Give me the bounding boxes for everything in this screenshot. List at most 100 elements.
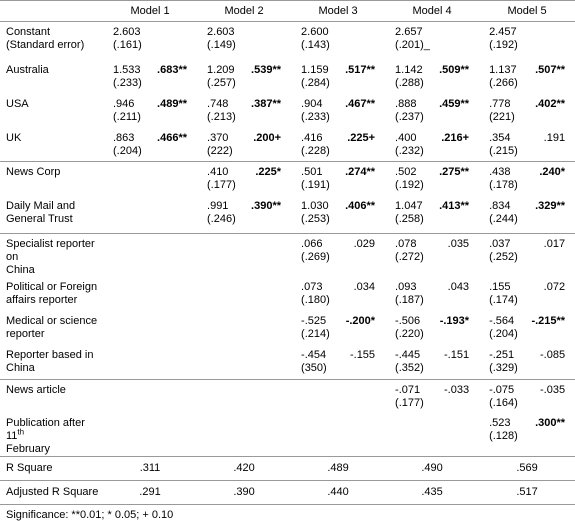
coef-value: .066 (301, 238, 323, 250)
beta-value: .539** (251, 63, 282, 76)
beta-value: .509** (439, 63, 470, 76)
beta-value: .274** (339, 161, 386, 196)
table-row: News Corp .410 (.177) .225* .501 (.191) .274**… (0, 161, 575, 196)
std-error: (.237) (395, 110, 424, 123)
coef-value: .037 (489, 238, 511, 250)
std-error: (.201)_ (395, 39, 430, 51)
row-label: Political or Foreign affairs reporter (0, 277, 103, 311)
row-label: Publication after 11th February (0, 413, 103, 457)
coef-cell: .037 (.252) (479, 233, 528, 277)
summary-value: .435 (385, 480, 480, 505)
summary-value: .569 (479, 456, 575, 481)
coef-value: .501 (301, 166, 323, 178)
table-row: Publication after 11th February .523 (.128)… (0, 413, 575, 457)
coef-cell: 1.047 (.258) (385, 196, 433, 234)
coef-cell: 1.030 (.253) (291, 196, 339, 234)
beta-value: .225+ (347, 131, 376, 144)
summary-row: Adjusted R Square .291.390.440.435.517 (0, 480, 575, 505)
summary-label: R Square (0, 456, 103, 481)
table-row: Political or Foreign affairs reporter .073… (0, 277, 575, 311)
coef-cell (291, 378, 340, 413)
coef-value: -.506 (395, 315, 421, 327)
row-label-line1: News Corp (6, 166, 61, 178)
row-label-line1: UK (6, 131, 22, 144)
beta-value: .240* (527, 161, 575, 196)
table-row: Australia 1.533 (.233) .683** 1.209 (.257) .53… (0, 60, 575, 94)
std-error: (350) (301, 362, 327, 374)
coef-value: .093 (395, 281, 417, 293)
std-error: (.161) (113, 39, 142, 51)
std-error: (.215) (489, 144, 518, 157)
coef-value: -.071 (395, 383, 421, 396)
coef-value: .904 (301, 97, 323, 110)
beta-value (245, 413, 291, 457)
summary-label: Adjusted R Square (0, 480, 103, 505)
row-label-line1: Reporter based in (6, 349, 94, 361)
std-error: (.213) (207, 110, 236, 123)
std-error: (221) (489, 110, 515, 123)
std-error: (.192) (395, 179, 424, 191)
coef-cell: 2.457 (.192) (479, 22, 527, 60)
beta-value (151, 196, 197, 234)
coef-value: .370 (207, 131, 229, 144)
beta-value: -.033 (433, 378, 480, 413)
coef-cell: .991 (.246) (197, 196, 245, 234)
coef-value: .834 (489, 199, 511, 212)
std-error: (.258) (395, 212, 424, 225)
coef-cell: .155 (.174) (479, 277, 527, 311)
coef-value: .438 (489, 166, 511, 178)
coef-cell (197, 345, 245, 379)
beta-value (151, 22, 197, 60)
beta-value (151, 161, 198, 196)
coef-cell: 2.657 (.201)_ (385, 22, 433, 60)
std-error: (222) (207, 144, 233, 157)
header-blank (0, 0, 103, 22)
std-error: (.232) (395, 144, 424, 157)
coef-value: 2.657 (395, 26, 423, 38)
beta-value: .489** (157, 97, 188, 110)
coef-cell (103, 345, 151, 379)
coef-cell: -.525 (.214) (291, 311, 339, 345)
coef-cell: .370 (222) (197, 128, 245, 162)
beta-value (151, 277, 197, 311)
std-error: (.128) (489, 430, 518, 442)
coef-cell (103, 378, 151, 413)
std-error: (.164) (489, 396, 518, 409)
significance-note: Significance: **0.01; * 0.05; + 0.10 (6, 509, 174, 521)
std-error: (.288) (395, 76, 424, 89)
coef-value: 1.142 (395, 63, 423, 76)
row-label-line1: News article (6, 383, 66, 396)
coef-cell: .502 (.192) (385, 161, 434, 196)
row-label: Reporter based in China (0, 345, 103, 379)
coef-cell: 1.209 (.257) (197, 60, 245, 94)
coef-cell: 2.603 (.149) (197, 22, 245, 60)
std-error: (.272) (395, 251, 424, 263)
coef-value: 1.137 (489, 63, 517, 76)
std-error: (.211) (113, 110, 141, 123)
coef-cell: .354 (.215) (479, 128, 527, 162)
coef-cell: -.075 (.164) (479, 378, 528, 413)
row-label: News Corp (0, 161, 103, 196)
header-model-2: Model 2 (197, 0, 292, 22)
coef-cell: -.454 (350) (291, 345, 339, 379)
beta-value (339, 378, 386, 413)
beta-value: .329** (535, 199, 566, 212)
beta-value: .467** (345, 97, 376, 110)
row-label: Constant (Standard error) (0, 22, 103, 60)
coef-cell (103, 161, 151, 196)
table-row: USA .946 (.211) .489** .748 (.213) .387** .904(… (0, 94, 575, 128)
coef-cell (197, 277, 245, 311)
std-error: (.244) (489, 212, 518, 225)
coef-value: .400 (395, 131, 417, 144)
coef-cell: .863 (.204) (103, 128, 151, 162)
row-label-line2: China (6, 264, 35, 276)
beta-value: .402** (535, 97, 566, 110)
row-label: UK (0, 128, 103, 162)
coef-cell: 1.159 (.284) (291, 60, 339, 94)
std-error: (.204) (489, 328, 518, 340)
coef-value: -.564 (489, 315, 515, 327)
beta-value (151, 413, 197, 457)
summary-value: .517 (479, 480, 575, 505)
coef-cell (291, 413, 339, 457)
coef-cell: -.564 (.204) (479, 311, 527, 345)
